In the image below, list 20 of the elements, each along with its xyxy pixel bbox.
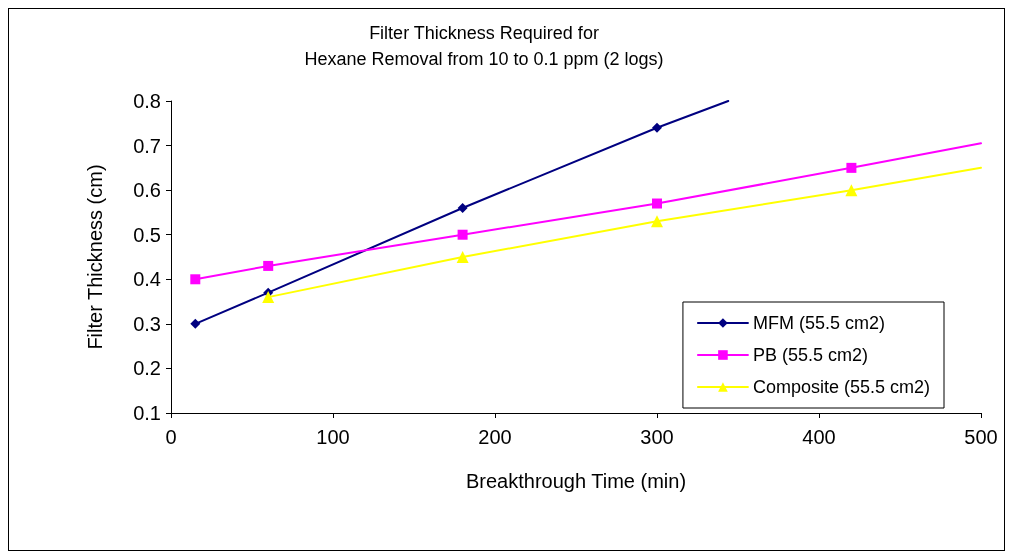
legend-label: PB (55.5 cm2) [752,345,868,365]
y-tick-label: 0.7 [133,134,161,157]
y-tick-label: 0.4 [133,268,161,291]
x-tick-label: 400 [802,426,836,448]
x-tick-label: 300 [640,426,674,448]
x-tick-label: 200 [478,426,512,448]
legend-label: Composite (55.5 cm2) [752,377,931,397]
y-tick-label: 0.2 [133,357,161,380]
y-axis-title: Filter Thickness (cm) [84,164,106,350]
x-tick-label: 500 [964,426,998,448]
x-tick-label: 100 [316,426,350,448]
x-tick-label: 0 [165,426,177,448]
y-tick-label: 0.5 [133,223,161,246]
legend-label: MFM (55.5 cm2) [752,313,885,333]
y-tick-label: 0.3 [133,312,161,335]
chart-title: Filter Thickness Required for Hexane Removal from 10 to 0.1 ppm (2 logs) [304,23,664,69]
y-tick-label: 0.6 [133,179,161,202]
y-tick-label: 0.8 [133,90,161,112]
y-tick-label: 0.1 [133,402,161,424]
x-axis-title: Breakthrough Time (min) [465,470,687,492]
